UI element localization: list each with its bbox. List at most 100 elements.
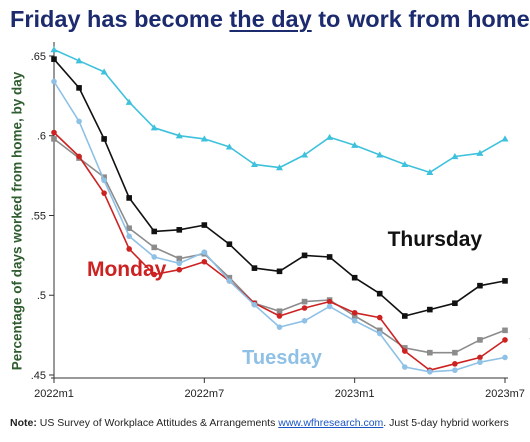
data-point [477,354,483,361]
data-point [276,164,283,171]
data-point [427,369,433,375]
data-point [225,143,233,150]
data-point [76,85,82,91]
data-point [276,324,283,330]
data-point [502,337,508,343]
data-point [175,132,183,139]
series-thursday [51,56,508,319]
data-point [176,260,183,267]
data-point [301,252,308,259]
data-point [351,309,358,316]
data-point [376,314,383,321]
data-point [126,246,132,252]
data-point [477,359,483,366]
data-point [301,151,309,158]
data-point [326,133,334,140]
data-point [426,168,434,176]
data-point [477,337,483,343]
x-tick-label: 2022m7 [184,388,224,400]
data-point [76,118,82,125]
series-label-thursday: Thursday [388,228,483,251]
data-point [101,136,107,142]
data-point [326,298,333,305]
x-tick-label: 2022m1 [34,388,74,400]
y-tick-label: .45 [31,370,46,382]
data-point [276,313,283,319]
series-friday [50,46,509,176]
series-label-tuesday: Tuesday [242,347,323,369]
data-point [502,327,508,334]
data-point [125,98,133,105]
data-point [200,135,208,142]
data-point [101,174,107,181]
x-tick-label: 2023m7 [485,388,525,400]
data-point [75,57,83,64]
data-point [176,255,183,262]
data-point [326,254,333,260]
data-point [452,300,458,307]
series-label-monday: Monday [87,258,167,281]
data-point [301,298,308,305]
y-tick-label: .65 [31,51,46,63]
data-point [250,160,258,168]
data-point [51,136,57,142]
data-point [476,149,484,156]
data-point [51,129,57,136]
data-point [401,348,408,354]
source-link[interactable]: www.wfhresearch.com [278,417,384,429]
data-point [401,345,408,351]
data-point [452,361,458,367]
data-point [226,274,233,281]
data-point [326,303,333,310]
data-point [477,282,483,289]
data-point [176,266,183,273]
data-point [351,274,358,281]
data-point [276,308,283,314]
data-point [251,265,258,271]
page-title: Friday has become the day to work from h… [10,6,530,32]
data-point [376,330,383,337]
data-point [151,254,158,260]
data-point [251,302,258,308]
data-point [150,124,158,131]
data-point [301,317,308,324]
data-point [76,153,82,160]
data-point [276,268,283,275]
data-point [452,349,458,356]
data-point [201,249,208,255]
series-tuesday [51,78,508,375]
data-point [226,278,233,284]
data-point [351,313,358,319]
data-point [427,349,433,356]
data-point [451,152,459,160]
y-tick-label: .5 [37,290,46,302]
y-tick-label: .55 [31,210,46,222]
data-point [401,313,408,319]
data-point [201,258,208,265]
data-point [51,78,57,85]
data-point [376,327,383,334]
data-point [427,306,433,313]
data-point [100,68,108,75]
data-point [376,290,383,297]
data-point [301,305,308,311]
data-point [176,227,183,233]
data-point [401,364,408,370]
data-point [151,244,158,251]
data-point [452,367,458,374]
data-point [501,135,509,142]
data-point [201,222,208,228]
data-point [101,190,107,196]
data-point [126,195,132,201]
data-point [351,141,359,148]
y-tick-label: .6 [37,131,46,143]
source-note: Note: US Survey of Workplace Attitudes &… [10,417,509,429]
data-point [51,56,57,62]
data-point [151,228,158,235]
data-point [50,46,58,53]
data-point [126,233,132,240]
x-tick-label: 2023m1 [335,388,375,400]
data-point [502,354,508,361]
data-point [351,317,358,324]
